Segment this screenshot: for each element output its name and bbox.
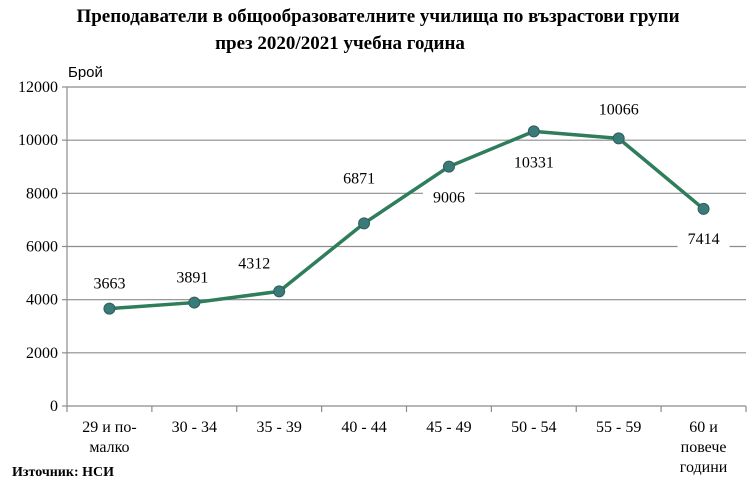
data-label-background xyxy=(422,186,475,209)
x-tick-labels: 29 и по-малко 30 - 34 35 - 39 40 - 44 45 - 4… xyxy=(82,419,728,476)
x-tick-label: 40 - 44 xyxy=(341,419,386,436)
data-label: 10066 xyxy=(599,101,639,118)
data-labels: 3663 3891 4312 6871 9006 10331 10066 7414 xyxy=(93,98,730,293)
x-tick-label: 60 и повече години xyxy=(680,419,728,476)
series-line-path xyxy=(109,129,705,311)
x-tick-label-line: 29 и по- xyxy=(82,419,136,436)
data-point xyxy=(612,132,625,145)
data-point xyxy=(527,125,540,138)
data-point xyxy=(697,202,710,215)
y-tick-label: 4000 xyxy=(26,292,58,309)
x-tick-label: 35 - 39 xyxy=(257,419,302,436)
y-tick-labels: 0 2000 4000 6000 8000 10000 12000 xyxy=(18,79,58,415)
x-tick-label: 29 и по-малко xyxy=(82,419,136,456)
y-tick-label: 0 xyxy=(50,398,58,415)
chart-title: Преподаватели в общообразователните учил… xyxy=(76,6,679,27)
data-label: 7414 xyxy=(688,231,720,248)
data-points xyxy=(103,125,710,315)
data-label-background xyxy=(507,151,560,174)
x-tick-label-line: 50 - 54 xyxy=(511,419,556,436)
data-label: 10331 xyxy=(514,154,554,171)
data-label-background xyxy=(592,98,645,121)
data-point xyxy=(442,160,455,173)
x-tick-label: 30 - 34 xyxy=(172,419,217,436)
x-tick-label-line: 55 - 59 xyxy=(596,419,641,436)
x-tick-label-line: 30 - 34 xyxy=(172,419,217,436)
x-tick-label: 55 - 59 xyxy=(596,419,641,436)
y-tick-label: 12000 xyxy=(18,79,58,96)
axes xyxy=(62,86,747,412)
series-line xyxy=(109,129,705,311)
x-tick-label-line: малко xyxy=(89,439,129,456)
data-point xyxy=(273,285,286,298)
x-tick-label-line: години xyxy=(680,459,728,476)
chart-subtitle: през 2020/2021 учебна година xyxy=(215,33,465,54)
data-label: 6871 xyxy=(343,170,375,187)
data-point xyxy=(188,296,201,309)
x-tick-label: 50 - 54 xyxy=(511,419,556,436)
source-note: Източник: НСИ xyxy=(12,465,114,480)
x-tick-label-line: повече xyxy=(681,439,727,456)
x-tick-label-line: 40 - 44 xyxy=(341,419,386,436)
x-tick-label: 45 - 49 xyxy=(426,419,471,436)
data-point xyxy=(103,302,116,315)
y-tick-label: 10000 xyxy=(18,132,58,149)
data-label-background xyxy=(677,227,730,250)
gridlines xyxy=(67,86,746,354)
data-label: 3663 xyxy=(93,276,125,293)
y-axis-label: Брой xyxy=(68,64,103,81)
x-tick-label-line: 60 и xyxy=(689,419,718,436)
y-tick-label: 8000 xyxy=(26,185,58,202)
data-label: 9006 xyxy=(433,190,465,207)
x-tick-label-line: 35 - 39 xyxy=(257,419,302,436)
y-tick-label: 2000 xyxy=(26,345,58,362)
y-tick-label: 6000 xyxy=(26,239,58,256)
data-label: 3891 xyxy=(176,270,208,287)
data-label: 4312 xyxy=(238,255,270,272)
x-tick-label-line: 45 - 49 xyxy=(426,419,471,436)
data-point xyxy=(358,217,371,230)
